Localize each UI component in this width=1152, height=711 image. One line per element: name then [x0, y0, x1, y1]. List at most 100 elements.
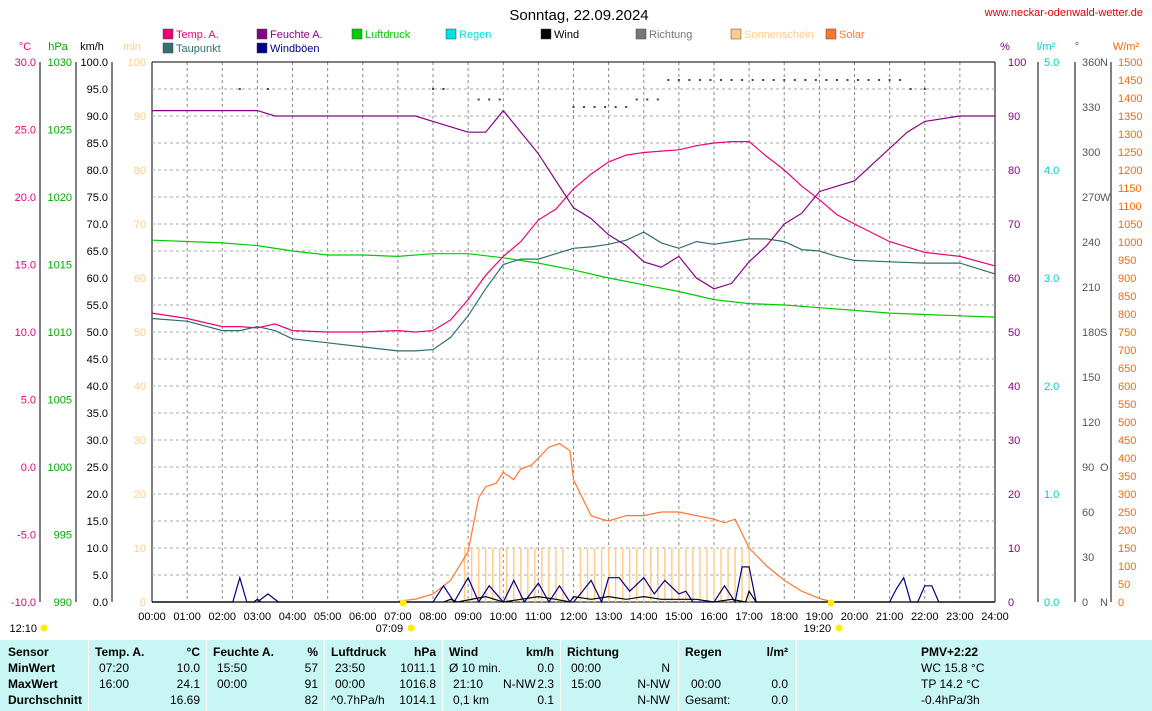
rain-tick-label: 2.0: [1044, 381, 1059, 393]
solar-tick-label: 1150: [1118, 183, 1142, 195]
direction-dot: [888, 79, 891, 81]
wind-tick-label: 75.0: [87, 192, 108, 204]
series-temp-a-: [151, 141, 996, 333]
sunrise-icon-lower: [407, 624, 415, 632]
series-wind: [152, 589, 995, 603]
rain-tick-label: 3.0: [1044, 273, 1059, 285]
pressure-tick-label: 1030: [48, 57, 72, 69]
compass-label: W: [1100, 192, 1111, 204]
direction-dot: [762, 79, 765, 81]
x-tick-label: 16:00: [700, 611, 728, 623]
wind-section: Wind km/h Ø 10 min. 0.0 21:10 N-NW 2.3 0…: [442, 640, 560, 711]
series-feuchte-a-: [152, 109, 995, 290]
row-header-avg: Durchschnitt: [8, 693, 83, 707]
direction-tick-label: 180: [1082, 327, 1100, 339]
direction-dot: [730, 79, 733, 81]
wind-max-direction: N-NW: [503, 677, 536, 691]
temp-tick-label: -10.0: [11, 597, 36, 609]
solar-tick-label: 150: [1118, 543, 1136, 555]
pmv-section: PMV+2:22 WC 15.8 °C TP 14.2 °C -0.4hPa/3…: [796, 640, 1152, 711]
x-tick-label: 00:00: [138, 611, 166, 623]
x-tick-label: 09:00: [454, 611, 482, 623]
website-link[interactable]: www.neckar-odenwald-wetter.de: [984, 7, 1143, 19]
rain-unit-label: l/m²: [1037, 41, 1056, 53]
solar-tick-label: 1250: [1118, 147, 1142, 159]
sunshine-unit-label: min: [123, 41, 141, 53]
sunshine-tick-label: 70: [134, 219, 146, 231]
direction-dot: [477, 98, 480, 101]
legend-label-6: Wind: [554, 29, 579, 41]
direction-dot: [814, 79, 817, 81]
rain-tick-label: 5.0: [1044, 57, 1059, 69]
solar-tick-label: 350: [1118, 471, 1136, 483]
solar-tick-label: 0: [1118, 597, 1124, 609]
direction-dot: [646, 98, 649, 101]
direction-r1-time: 00:00: [571, 661, 602, 675]
temp-tick-label: -5.0: [17, 530, 36, 542]
direction-r1-value: N: [661, 661, 670, 675]
direction-tick-label: 0: [1082, 597, 1088, 609]
direction-tick-label: 270: [1082, 192, 1100, 204]
legend-label-1: Taupunkt: [176, 43, 221, 55]
legend-label-5: Regen: [459, 29, 491, 41]
temp-avg-value: 16.69: [169, 693, 200, 707]
humidity-tick-label: 70: [1008, 219, 1020, 231]
direction-dot: [266, 88, 269, 90]
direction-dot: [857, 79, 860, 81]
legend-swatch-8: [730, 28, 742, 40]
x-tick-label: 19:00: [806, 611, 834, 623]
moonrise-label: 12:10: [9, 623, 37, 635]
x-tick-label: 24:00: [981, 611, 1009, 623]
solar-tick-label: 200: [1118, 525, 1136, 537]
temp-tick-label: 5.0: [21, 395, 36, 407]
sunset-icon: [827, 599, 835, 607]
direction-dot: [583, 106, 586, 108]
solar-tick-label: 1200: [1118, 165, 1142, 177]
direction-tick-label: 300: [1082, 147, 1100, 159]
solar-tick-label: 300: [1118, 489, 1136, 501]
rain-tick-label: 1.0: [1044, 489, 1059, 501]
sunshine-tick-label: 40: [134, 381, 146, 393]
sunshine-tick-label: 50: [134, 327, 146, 339]
x-tick-label: 23:00: [946, 611, 974, 623]
direction-dot: [783, 79, 786, 81]
direction-dot: [667, 79, 670, 81]
pressure-tick-label: 995: [54, 530, 72, 542]
legend-label-3: Windböen: [270, 43, 320, 55]
x-tick-label: 06:00: [349, 611, 377, 623]
humidity-max-value: 91: [304, 677, 318, 691]
temp-tick-label: 15.0: [15, 260, 36, 272]
temp-min-value: 10.0: [176, 661, 200, 675]
solar-tick-label: 750: [1118, 327, 1136, 339]
series-taupunkt: [151, 231, 996, 352]
direction-tick-label: 240: [1082, 237, 1100, 249]
wind-tick-label: 0.0: [93, 597, 108, 609]
direction-dot: [488, 98, 491, 101]
wind-tick-label: 100.0: [80, 57, 108, 69]
humidity-tick-label: 50: [1008, 327, 1020, 339]
statistics-table: Sensor MinWert MaxWert Durchschnitt Temp…: [0, 640, 1152, 711]
temp-tick-label: 25.0: [15, 125, 36, 137]
direction-dot: [593, 106, 596, 108]
wind-tick-label: 60.0: [87, 273, 108, 285]
direction-r2-value: N-NW: [637, 677, 670, 691]
solar-tick-label: 900: [1118, 273, 1136, 285]
wind-tick-label: 5.0: [93, 570, 108, 582]
legend-label-7: Richtung: [649, 29, 692, 41]
direction-dot: [867, 79, 870, 81]
rain-tick-label: 0.0: [1044, 597, 1059, 609]
solar-tick-label: 550: [1118, 399, 1136, 411]
pressure-tick-label: 1015: [48, 260, 72, 272]
rain-r2-value: 0.0: [771, 677, 788, 691]
legend: Temp. A. Taupunkt Feuchte A. Windböen Luftdr…: [162, 28, 865, 55]
legend-swatch-7: [635, 28, 647, 40]
temp-unit: °C: [186, 645, 200, 659]
solar-tick-label: 1400: [1118, 93, 1142, 105]
wind-tick-label: 40.0: [87, 381, 108, 393]
sunshine-tick-label: 30: [134, 435, 146, 447]
moonrise-icon: [40, 624, 48, 632]
humidity-max-time: 00:00: [217, 677, 248, 691]
direction-tick-label: 90: [1082, 462, 1094, 474]
direction-dot: [720, 79, 723, 81]
x-tick-label: 01:00: [173, 611, 201, 623]
